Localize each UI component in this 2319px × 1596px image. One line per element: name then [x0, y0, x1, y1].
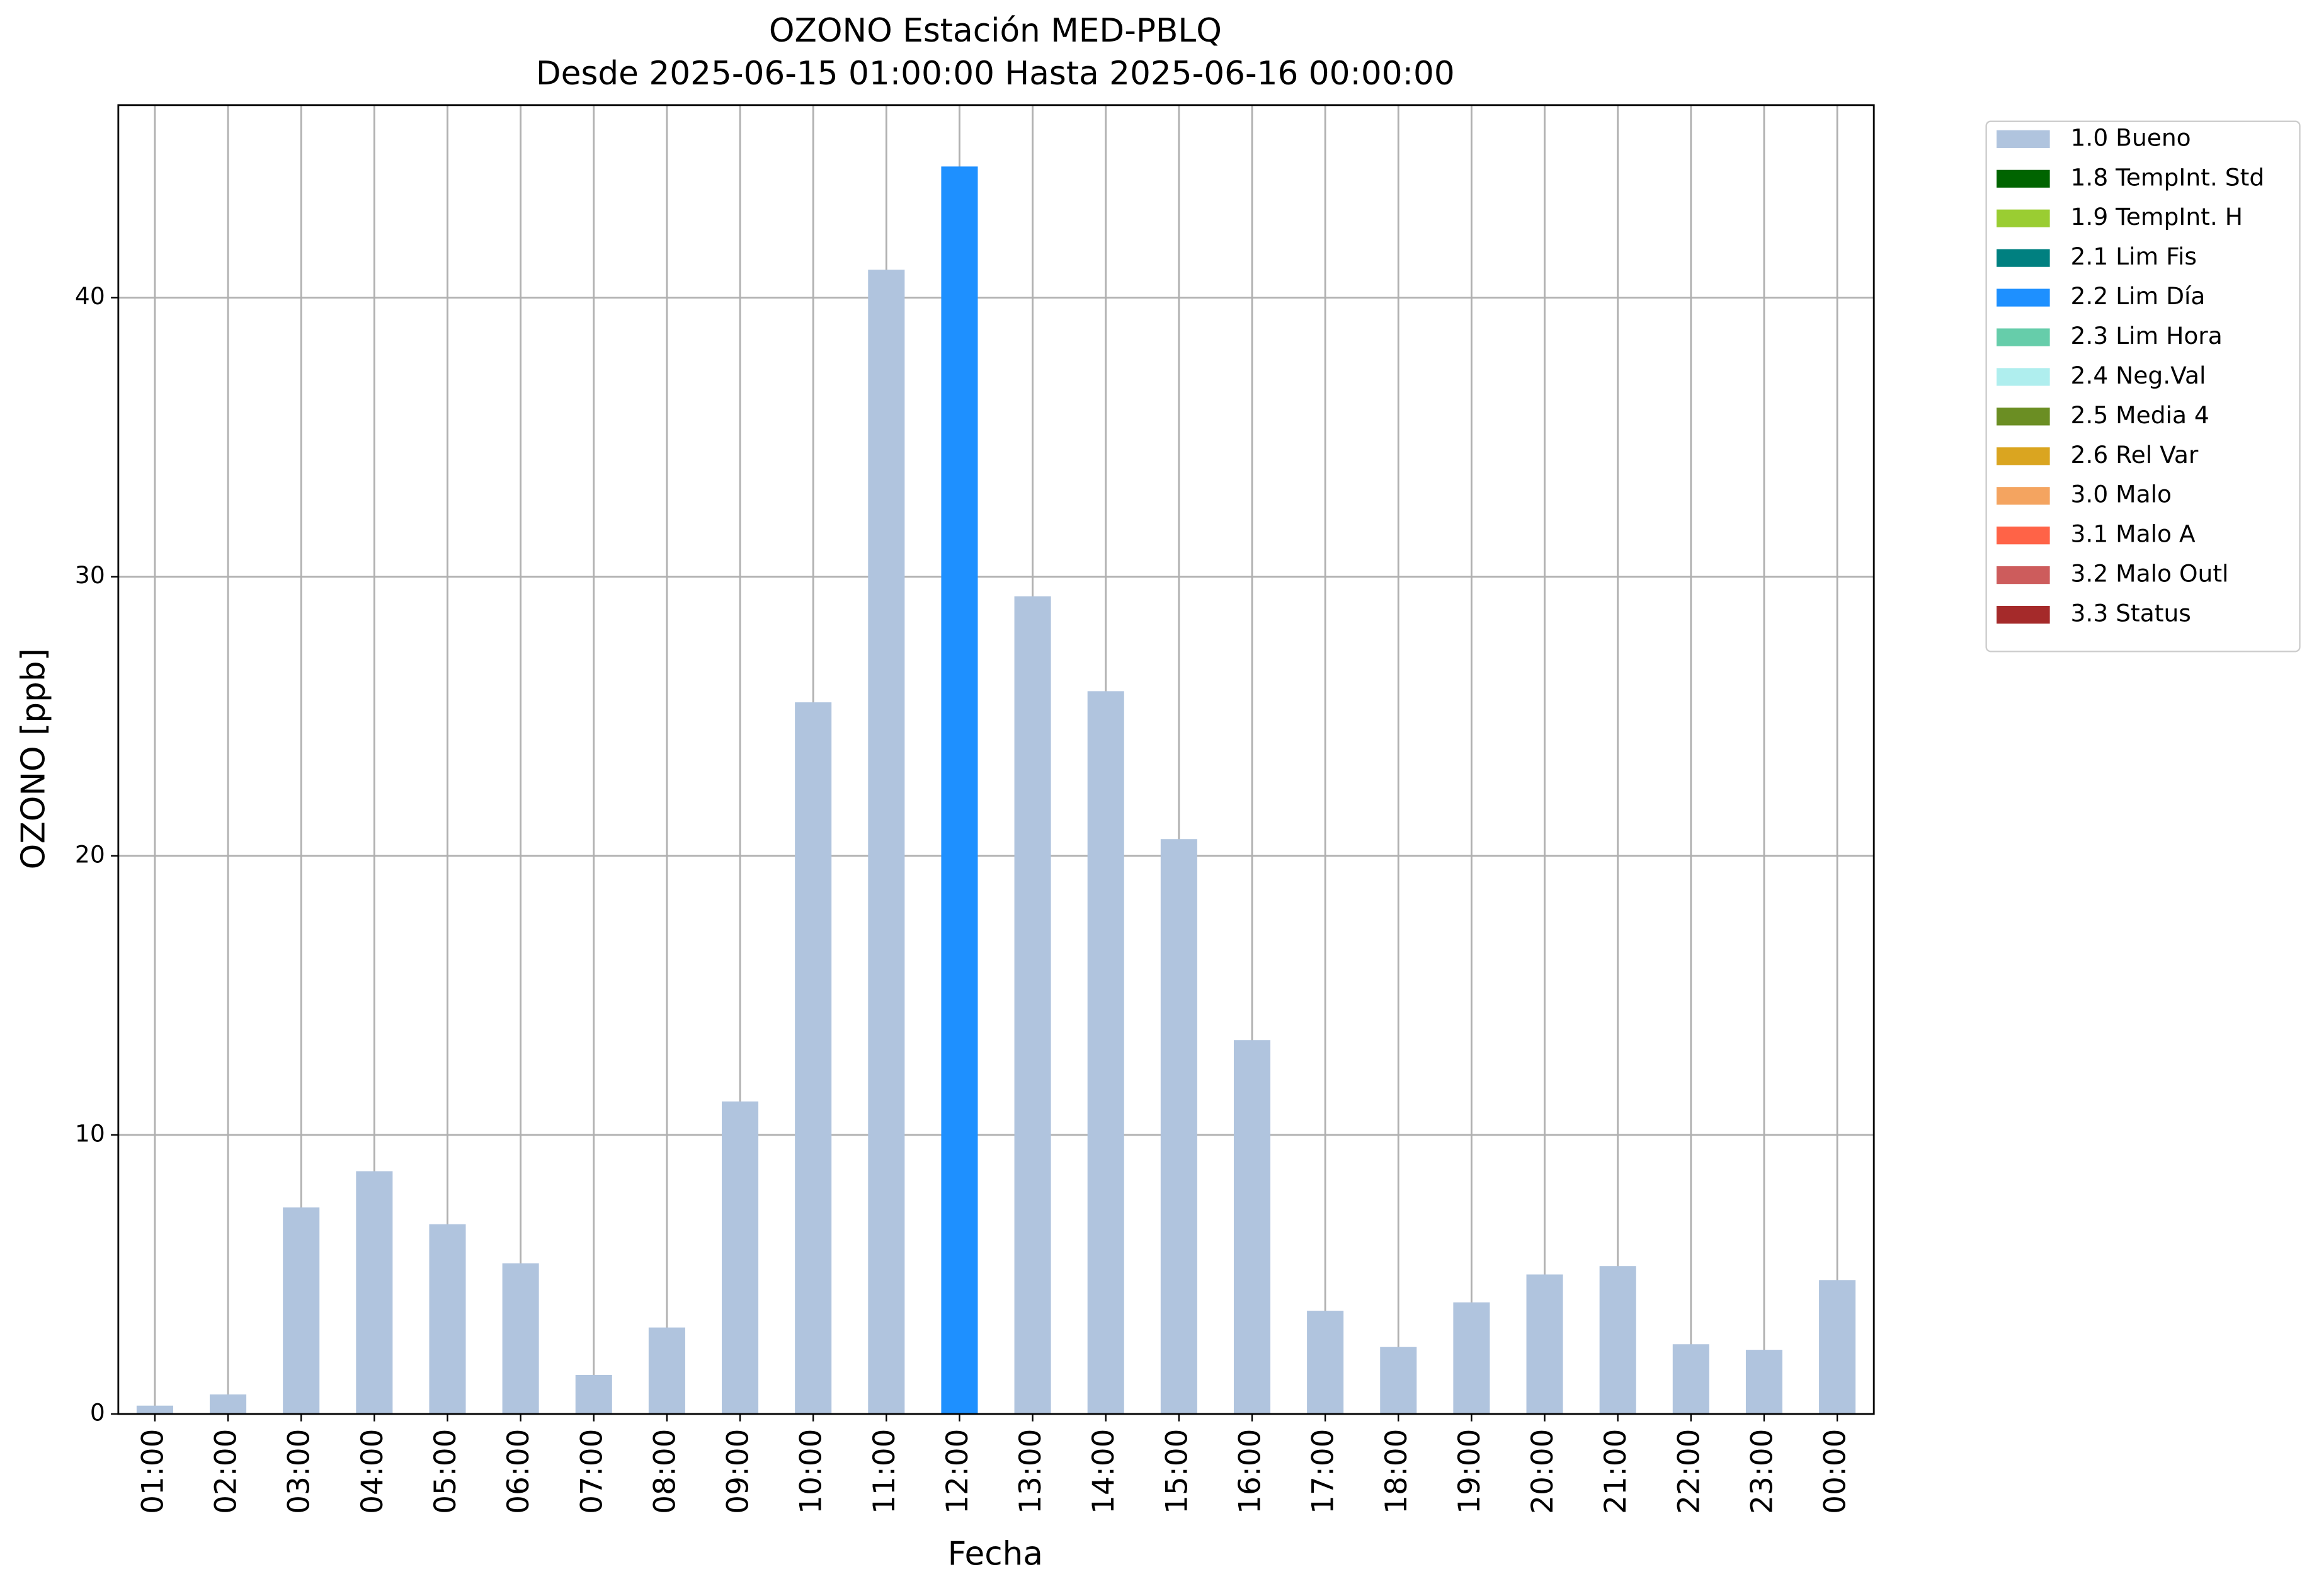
x-tick-label: 23:00 — [1745, 1429, 1779, 1514]
x-tick-label: 22:00 — [1672, 1429, 1706, 1514]
legend-box — [1985, 120, 2301, 653]
x-tick-label: 05:00 — [428, 1429, 463, 1514]
legend-label: 2.1 Lim Fis — [2071, 242, 2197, 270]
x-tick-label: 08:00 — [647, 1429, 682, 1514]
legend-swatch — [1997, 605, 2050, 624]
legend-label: 2.5 Media 4 — [2071, 401, 2209, 429]
bar — [1307, 1311, 1344, 1415]
x-tick-label: 09:00 — [721, 1429, 756, 1514]
bar — [356, 1171, 393, 1415]
y-axis-label: OZONO [ppb] — [14, 648, 52, 869]
x-tick-label: 18:00 — [1379, 1429, 1414, 1514]
x-tick-label: 14:00 — [1086, 1429, 1121, 1514]
legend-swatch — [1997, 487, 2050, 505]
y-tick-label: 10 — [75, 1119, 105, 1147]
bar — [1233, 1040, 1271, 1415]
legend-swatch — [1997, 209, 2050, 227]
legend-label: 3.0 Malo — [2071, 481, 2172, 508]
x-axis-label: Fecha — [948, 1535, 1043, 1573]
x-tick-label: 10:00 — [794, 1429, 829, 1514]
x-tick-label: 16:00 — [1233, 1429, 1268, 1514]
bar — [1745, 1350, 1783, 1415]
legend-swatch — [1997, 169, 2050, 188]
x-tick-label: 11:00 — [867, 1429, 902, 1514]
legend-label: 3.2 Malo Outl — [2071, 560, 2229, 588]
legend-swatch — [1997, 408, 2050, 426]
bar — [210, 1394, 247, 1415]
y-tick-label: 40 — [75, 282, 105, 310]
legend-swatch — [1997, 130, 2050, 148]
x-tick-label: 02:00 — [209, 1429, 244, 1514]
x-tick-label: 13:00 — [1013, 1429, 1048, 1514]
legend-swatch — [1997, 447, 2050, 465]
legend-swatch — [1997, 368, 2050, 386]
x-tick-label: 19:00 — [1452, 1429, 1487, 1514]
x-tick-label: 04:00 — [355, 1429, 390, 1514]
y-tick-label: 20 — [75, 840, 105, 868]
legend-swatch — [1997, 288, 2050, 307]
bar — [1526, 1274, 1563, 1415]
plot-frame — [117, 104, 1875, 1415]
chart-title: OZONO Estación MED-PBLQ — [769, 12, 1222, 50]
bar — [648, 1327, 685, 1415]
legend-swatch — [1997, 328, 2050, 346]
x-tick-label: 20:00 — [1525, 1429, 1560, 1514]
bar — [502, 1263, 539, 1415]
bar — [1014, 596, 1051, 1415]
bar — [722, 1101, 759, 1415]
legend-label: 2.2 Lim Día — [2071, 282, 2206, 310]
legend-swatch — [1997, 566, 2050, 584]
x-tick-label: 12:00 — [940, 1429, 975, 1514]
legend-label: 3.1 Malo A — [2071, 520, 2196, 548]
legend-label: 1.9 TempInt. H — [2071, 203, 2243, 231]
x-tick-label: 07:00 — [574, 1429, 609, 1514]
x-tick-label: 00:00 — [1818, 1429, 1853, 1514]
chart-subtitle: Desde 2025-06-15 01:00:00 Hasta 2025-06-… — [536, 55, 1455, 93]
legend-label: 1.8 TempInt. Std — [2071, 163, 2265, 191]
x-tick-label: 17:00 — [1306, 1429, 1341, 1514]
x-tick-label: 15:00 — [1160, 1429, 1194, 1514]
bar — [1819, 1280, 1856, 1415]
bar — [136, 1405, 173, 1415]
x-tick-label: 21:00 — [1598, 1429, 1633, 1514]
y-tick-label: 0 — [90, 1399, 105, 1427]
bar — [575, 1374, 612, 1415]
legend-label: 1.0 Bueno — [2071, 123, 2191, 151]
bar — [795, 702, 832, 1415]
bar — [283, 1207, 320, 1415]
bar — [941, 166, 978, 1415]
x-tick-label: 03:00 — [282, 1429, 317, 1514]
legend-swatch — [1997, 527, 2050, 545]
bar — [1087, 691, 1124, 1415]
x-tick-label: 01:00 — [135, 1429, 170, 1514]
legend-swatch — [1997, 249, 2050, 267]
x-tick-label: 06:00 — [501, 1429, 536, 1514]
bar — [1453, 1302, 1490, 1415]
legend-label: 2.3 Lim Hora — [2071, 322, 2223, 350]
legend-label: 3.3 Status — [2071, 600, 2191, 627]
legend-label: 2.6 Rel Var — [2071, 441, 2199, 469]
bar — [1672, 1344, 1709, 1415]
bar — [1380, 1347, 1417, 1415]
legend-label: 2.4 Neg.Val — [2071, 362, 2206, 389]
bar — [1599, 1266, 1636, 1415]
bar — [868, 270, 905, 1415]
bar — [1160, 839, 1197, 1415]
bar — [429, 1224, 466, 1415]
y-tick-label: 30 — [75, 561, 105, 589]
